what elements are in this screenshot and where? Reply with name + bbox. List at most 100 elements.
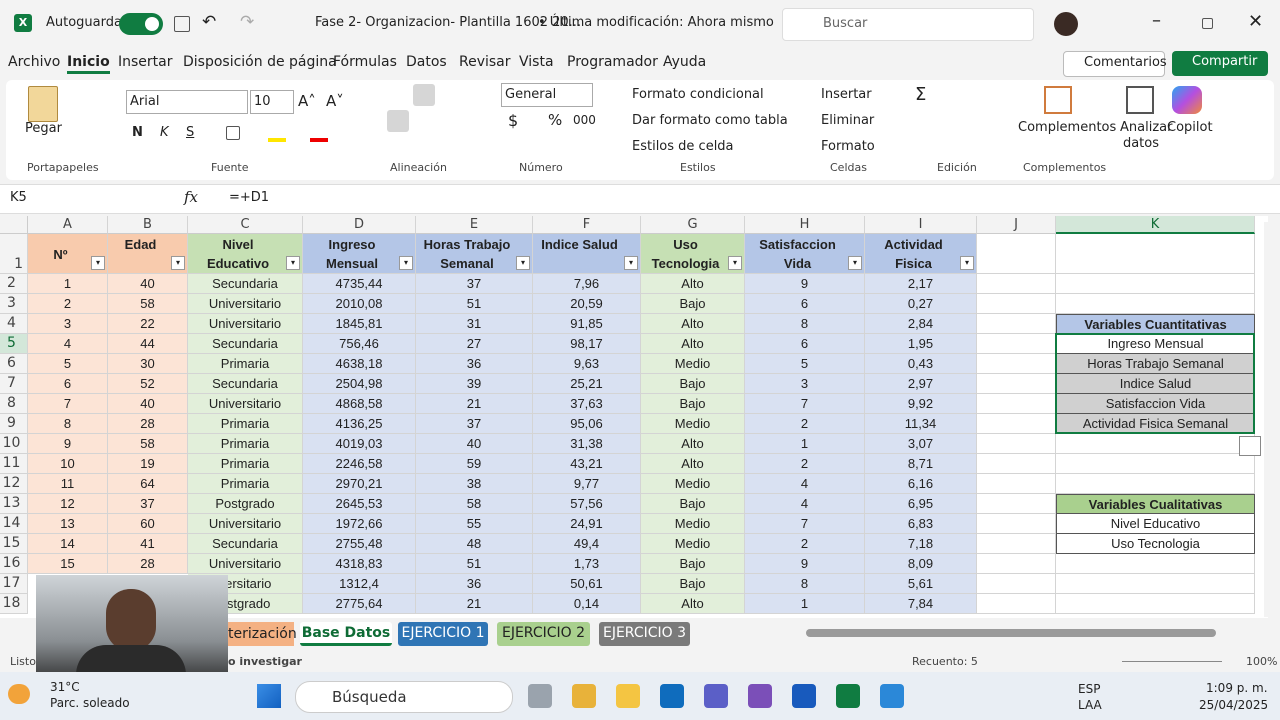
table-cell[interactable]: 3 [745,374,865,394]
menu-tab[interactable]: Insertar [118,54,173,70]
table-cell[interactable]: 48 [416,534,533,554]
table-cell[interactable]: Postgrado [188,494,303,514]
keyboard-layout[interactable]: LAA [1078,698,1102,712]
cell[interactable] [977,454,1056,474]
table-cell[interactable]: 8,71 [865,454,977,474]
cell[interactable] [977,434,1056,454]
table-header[interactable]: Ingreso Mensual [303,234,416,274]
menu-tab[interactable]: Inicio [67,54,110,74]
taskbar-app[interactable] [572,684,596,708]
select-all[interactable] [0,216,28,234]
table-cell[interactable]: 43,21 [533,454,641,474]
table-cell[interactable]: 25,21 [533,374,641,394]
cell[interactable] [977,274,1056,294]
table-cell[interactable]: 2645,53 [303,494,416,514]
menu-tab[interactable]: Fórmulas [333,54,397,70]
fill-color-button[interactable] [268,138,286,142]
table-cell[interactable]: 58 [108,434,188,454]
table-cell[interactable]: 24,91 [533,514,641,534]
cell[interactable] [977,414,1056,434]
table-cell[interactable]: 2970,21 [303,474,416,494]
table-cell[interactable]: 55 [416,514,533,534]
table-cell[interactable]: 7 [745,394,865,414]
sheet-tab[interactable]: EJERCICIO 3 [599,622,690,646]
table-cell[interactable]: 14 [28,534,108,554]
table-cell[interactable]: Secundaria [188,534,303,554]
taskbar-app[interactable] [836,684,860,708]
cell[interactable] [1056,294,1255,314]
menu-tab[interactable]: Ayuda [663,54,707,70]
column-header[interactable]: H [745,216,865,234]
table-cell[interactable]: 2,84 [865,314,977,334]
fx-label[interactable]: fx [184,188,199,206]
table-cell[interactable]: 2246,58 [303,454,416,474]
copilot-button[interactable]: Copilot [1167,120,1213,135]
column-header[interactable]: J [977,216,1056,234]
table-cell[interactable]: 2 [28,294,108,314]
table-cell[interactable]: Bajo [641,554,745,574]
table-cell[interactable]: 2504,98 [303,374,416,394]
table-cell[interactable]: 9,63 [533,354,641,374]
table-cell[interactable]: 7 [745,514,865,534]
name-box[interactable]: K5 [10,190,27,205]
table-cell[interactable]: 40 [108,394,188,414]
table-cell[interactable]: 1312,4 [303,574,416,594]
column-header[interactable]: E [416,216,533,234]
table-cell[interactable]: 1 [745,594,865,614]
table-cell[interactable]: 2775,64 [303,594,416,614]
taskbar-app[interactable] [792,684,816,708]
column-header[interactable]: A [28,216,108,234]
filter-button[interactable]: ▾ [399,256,413,270]
redo-button[interactable]: ↷ [240,12,255,32]
taskbar-app[interactable] [616,684,640,708]
table-cell[interactable]: 2,97 [865,374,977,394]
table-cell[interactable]: 22 [108,314,188,334]
table-cell[interactable]: Secundaria [188,334,303,354]
row-header[interactable]: 17 [0,574,28,594]
table-cell[interactable]: 9,77 [533,474,641,494]
share-button[interactable]: Compartir [1172,51,1268,76]
quantitative-variables-title[interactable]: Variables Cuantitativas [1056,314,1255,334]
table-cell[interactable]: 5,61 [865,574,977,594]
filter-button[interactable]: ▾ [960,256,974,270]
autosave-toggle[interactable] [119,13,163,35]
format-button[interactable]: Formato [821,139,875,154]
column-header[interactable]: K [1056,216,1255,234]
table-cell[interactable]: 20,59 [533,294,641,314]
align-center-button[interactable] [387,110,409,132]
addins-button[interactable]: Complementos [1018,120,1117,135]
table-cell[interactable]: 13 [28,514,108,534]
close-button[interactable]: ✕ [1248,11,1264,32]
search-box[interactable]: Buscar [782,8,1034,41]
quantitative-variables-item[interactable]: Satisfaccion Vida [1056,394,1255,414]
cell[interactable] [1056,454,1255,474]
table-cell[interactable]: 21 [416,394,533,414]
undo-button[interactable]: ↶ [202,12,217,32]
column-header[interactable]: F [533,216,641,234]
table-header[interactable]: Actividad Fisica Semanal [865,234,977,274]
table-cell[interactable]: Bajo [641,294,745,314]
quantitative-variables-item[interactable]: Ingreso Mensual [1056,334,1255,354]
column-header[interactable]: I [865,216,977,234]
table-cell[interactable]: 12 [28,494,108,514]
row-header[interactable]: 11 [0,454,28,474]
taskbar-app[interactable] [704,684,728,708]
delete-button[interactable]: Eliminar [821,113,875,128]
row-header[interactable]: 8 [0,394,28,414]
align-bottom-button[interactable] [413,84,435,106]
table-cell[interactable]: 31,38 [533,434,641,454]
table-cell[interactable]: 7,18 [865,534,977,554]
table-cell[interactable]: 58 [108,294,188,314]
status-accessibility[interactable]: o investigar [228,655,302,668]
analyze-button[interactable]: Analizar datos [1120,120,1173,151]
table-cell[interactable]: Universitario [188,554,303,574]
start-button[interactable] [257,684,281,708]
table-cell[interactable]: 4 [28,334,108,354]
table-cell[interactable]: 3,07 [865,434,977,454]
table-cell[interactable]: Alto [641,334,745,354]
table-cell[interactable]: 10 [28,454,108,474]
table-cell[interactable]: Primaria [188,414,303,434]
horizontal-scrollbar[interactable] [806,629,1216,637]
row-header[interactable]: 13 [0,494,28,514]
save-status[interactable]: • Última modificación: Ahora mismo [538,15,774,30]
